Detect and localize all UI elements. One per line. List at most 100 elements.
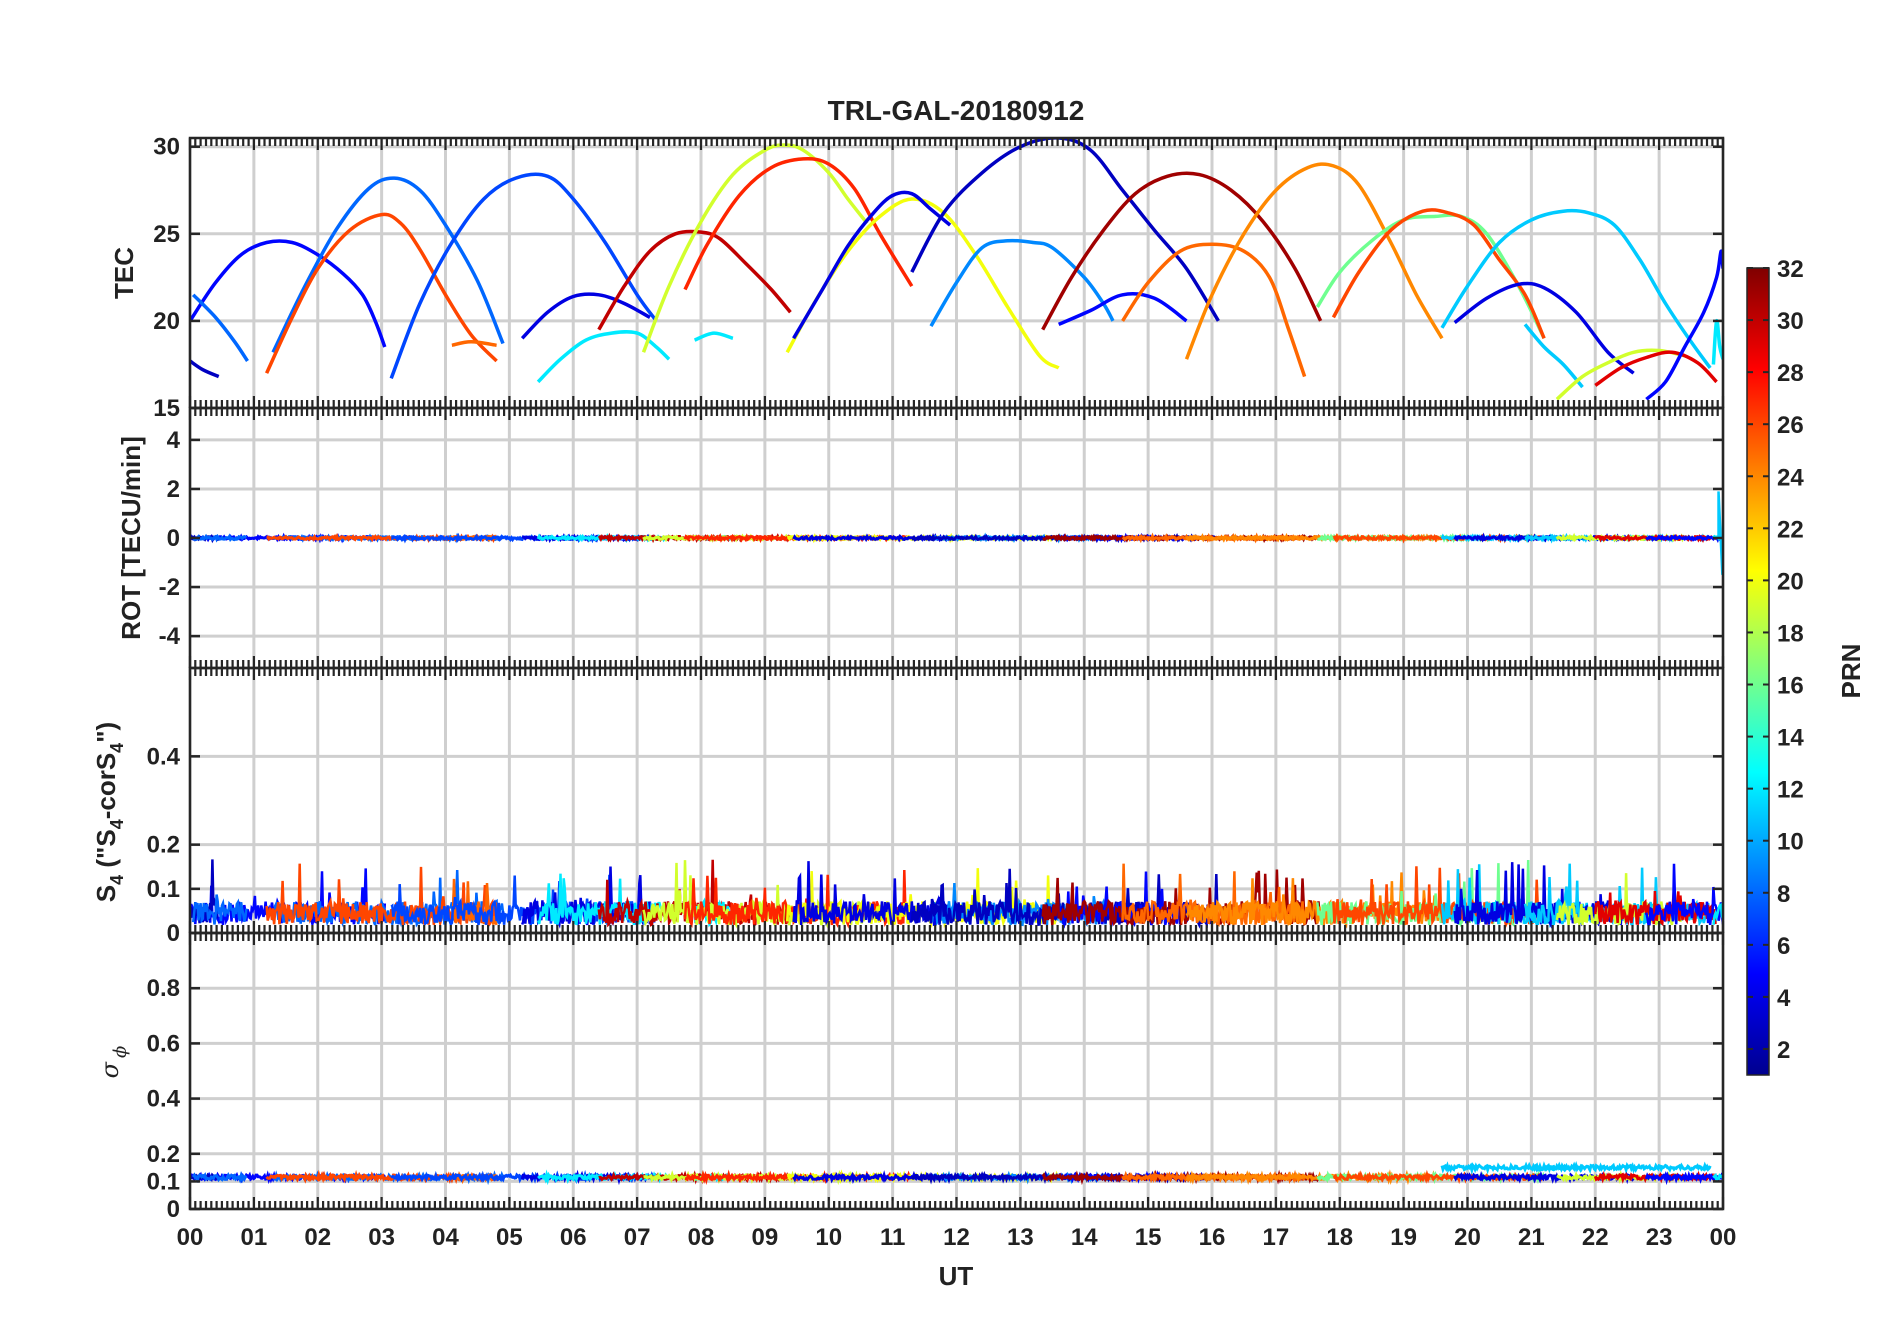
tec-series-prn-25 [451,340,497,348]
colorbar-tick-label: 6 [1777,933,1790,960]
colorbar-tick-label: 4 [1777,985,1791,1012]
x-tick-label: 14 [1071,1224,1098,1251]
tec-series-prn-26 [265,212,498,374]
rot-series-prn-5 [1645,532,1723,543]
colorbar-tick-label: 10 [1777,829,1804,856]
colorbar-tick-label: 30 [1777,308,1804,335]
rot-series-prn-8 [193,533,247,543]
s4-series-prn-29 [1594,888,1718,927]
colorbar-tick-label: 20 [1777,568,1804,595]
x-tick-label: 23 [1646,1224,1673,1251]
rot-ylabel: ROT [TECU/min] [116,436,146,640]
colorbar-tick-label: 14 [1777,725,1804,752]
s4-series-prn-12 [1712,902,1723,925]
tec-series-prn-4 [1453,281,1635,375]
sigma-phi-ylabel: σϕ [96,1046,131,1079]
tec-series-prn-4 [520,292,651,340]
tec-series-prn-12 [693,331,734,342]
colorbar-tick-label: 24 [1777,464,1804,491]
colorbar-label: PRN [1836,644,1866,699]
s4-panel: 0 0.1 0.2 0.4 S4 ("S4-corS4") [91,666,1725,947]
x-tick-label: 02 [304,1224,331,1251]
sigma_phi-series-prn-8 [191,1170,248,1184]
tec-series-prn-11 [1523,323,1584,389]
y-tick-label: 0.4 [147,1086,181,1113]
x-tick-label: 00 [1710,1224,1737,1251]
y-tick-label: 15 [153,395,180,422]
colorbar-tick-label: 8 [1777,881,1790,908]
y-tick-label: 0.4 [147,743,181,770]
s4-series-prn-8 [191,894,248,925]
tec-series-prn-5 [1645,249,1723,401]
y-tick-label: 0.2 [147,1141,180,1168]
x-tick-label: 00 [177,1224,204,1251]
tec-series-prn-12 [536,330,671,384]
y-tick-label: 0 [167,525,180,552]
x-tick-label: 12 [943,1224,970,1251]
y-tick-label: 0 [167,1196,180,1223]
tec-series-prn-30 [597,229,792,331]
tec-series-prn-19 [1555,348,1686,401]
x-tick-label: 03 [368,1224,395,1251]
tec-series-prn-31 [1041,171,1323,331]
tec-series-prn-29 [1594,350,1718,387]
chart-title: TRL-GAL-20180912 [828,95,1085,126]
y-tick-label: 20 [153,308,180,335]
tec-series-prn-8 [271,176,505,354]
tec-series-prn-5 [190,239,387,348]
colorbar-tick-label: 22 [1777,516,1804,543]
x-axis-label: UT [939,1261,974,1291]
y-tick-label: 0.1 [147,1168,180,1195]
s4-series-prn-5 [1645,863,1723,927]
tec-series-prn-3 [190,359,220,379]
tec-series-prn-12 [1711,319,1723,365]
x-tick-label: 07 [624,1224,651,1251]
x-tick-label: 18 [1326,1224,1353,1251]
sigma_phi-series-prn-11 [1523,1160,1584,1173]
sigma-phi-panel: 00.10.2 0.4 0.6 0.8 σϕ [96,931,1725,1223]
sigma_phi-series-prn-5 [1644,1170,1723,1186]
x-tick-label: 13 [1007,1224,1034,1251]
x-tick-label: 11 [880,1224,905,1251]
y-tick-label: -4 [159,623,181,650]
x-tick-label: 06 [560,1224,587,1251]
minor-tick-marks [188,408,1725,668]
y-tick-label: 4 [167,427,181,454]
y-tick-label: 0.8 [147,975,180,1002]
colorbar-tick-label: 32 [1777,256,1804,283]
tec-series-prn-16 [1315,213,1546,340]
tec-series-prn-8 [191,293,249,362]
minor-tick-marks [188,668,1725,933]
tec-series-prn-25 [1121,242,1307,378]
x-axis-ticks: 00 01 02 03 04 05 06 07 08 09 10 11 12 13 14 15 16 17 18 19… [177,1224,1737,1251]
x-tick-label: 16 [1199,1224,1226,1251]
colorbar-tick-label: 16 [1777,673,1804,700]
y-tick-label: 0 [167,920,180,947]
y-tick-label: 0.2 [147,832,180,859]
tec-ylabel: TEC [109,247,139,299]
tec-series-prn-27 [683,157,914,291]
y-tick-label: 30 [153,134,180,161]
sigma_phi-series-prn-12 [1712,1173,1723,1183]
tec-series-prn-4 [792,190,952,340]
tec-series-prn-7 [389,172,658,380]
y-tick-label: 0.1 [147,876,180,903]
colorbar-gradient [1746,267,1770,1076]
tec-panel: 15 20 25 30 TEC [109,134,1725,422]
y-tick-label: 0.6 [147,1030,180,1057]
s4-series-prn-11 [1523,863,1584,926]
x-tick-label: 22 [1582,1224,1609,1251]
tec-series-prn-11 [1440,208,1712,369]
x-tick-label: 05 [496,1224,523,1251]
colorbar-tick-label: 18 [1777,620,1804,647]
x-tick-label: 20 [1454,1224,1481,1251]
y-tick-label: -2 [159,574,180,601]
tec-series-prn-24 [1184,162,1444,360]
x-tick-label: 10 [815,1224,842,1251]
tec-series-prn-9 [929,238,1115,327]
colorbar-tick-label: 28 [1777,360,1804,387]
y-tick-label: 25 [153,221,180,248]
rot-panel: -4 -2 0 2 4 ROT [TECU/min] [116,406,1725,670]
x-tick-label: 01 [241,1224,268,1251]
